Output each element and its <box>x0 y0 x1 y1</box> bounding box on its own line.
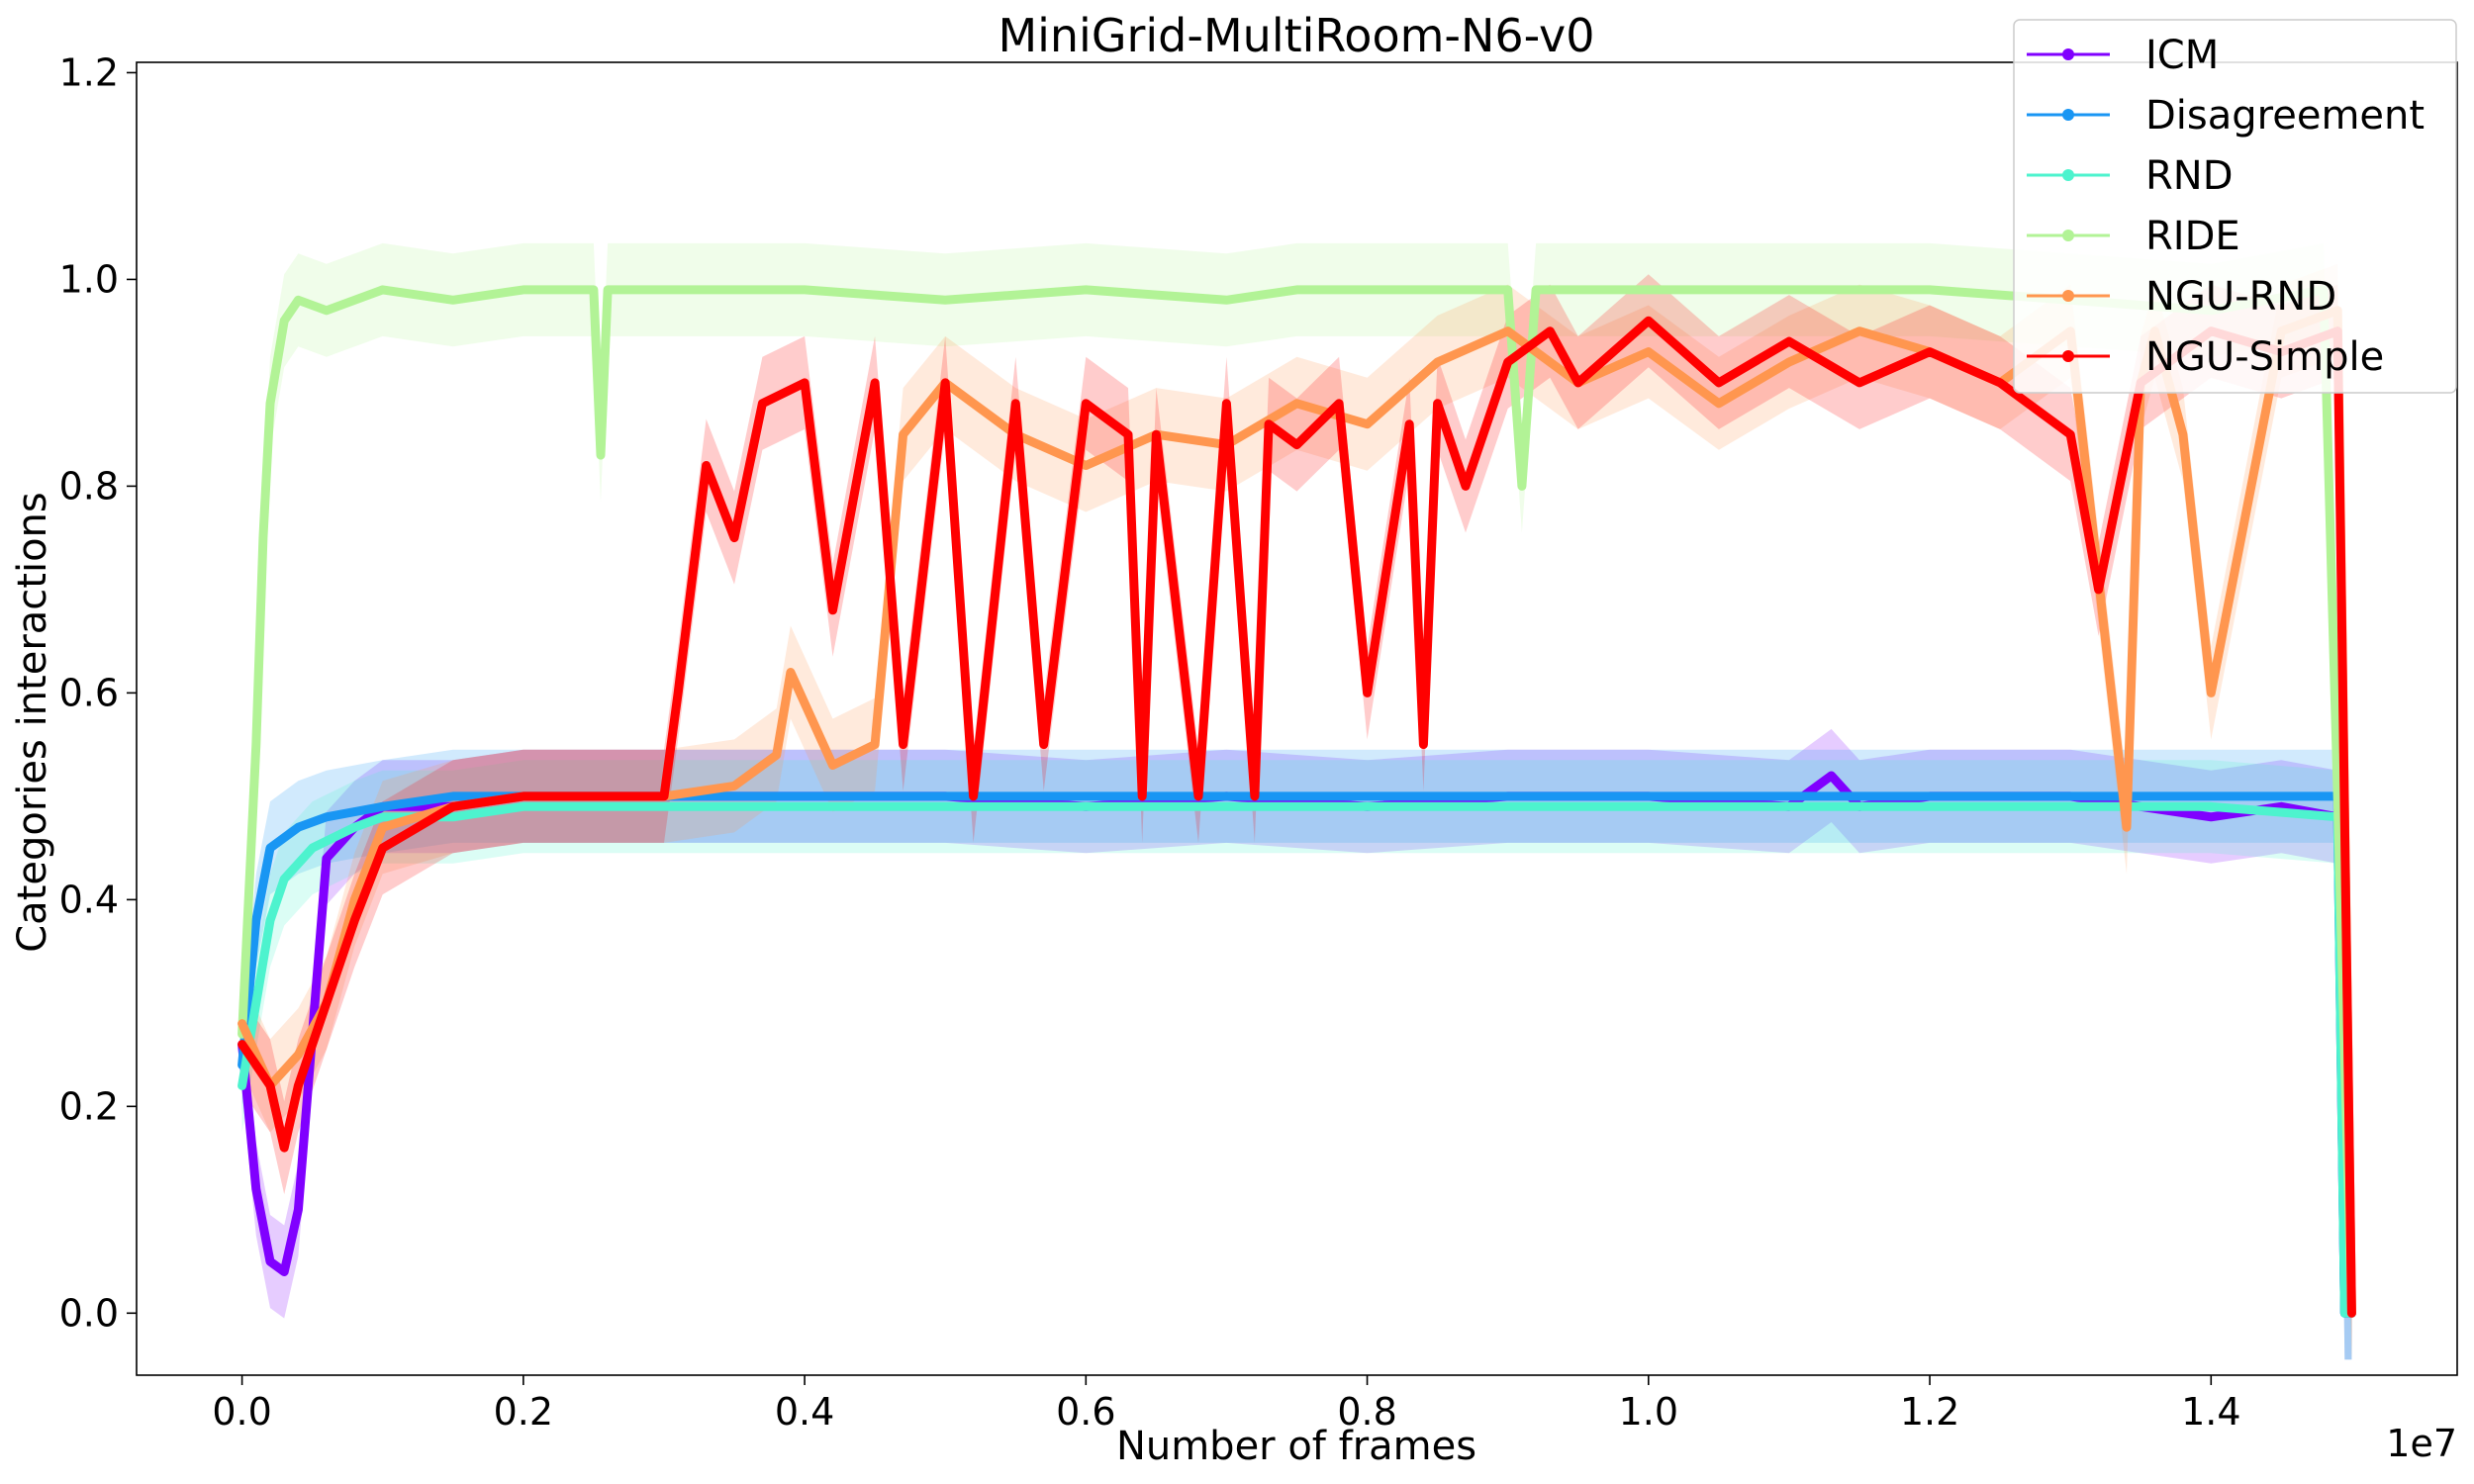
y-tick-label: 0.4 <box>59 878 119 921</box>
legend-label: NGU-Simple <box>2145 334 2384 380</box>
y-tick-label: 0.2 <box>59 1084 119 1128</box>
legend-marker <box>2062 109 2074 121</box>
x-tick-label: 1.4 <box>2181 1390 2240 1434</box>
chart-title: MiniGrid-MultiRoom-N6-v0 <box>998 9 1594 62</box>
series-line-ride <box>238 285 2356 1318</box>
x-axis-multiplier: 1e7 <box>2386 1422 2457 1465</box>
plot-area-frame <box>136 61 2458 1376</box>
legend-box <box>2013 19 2457 394</box>
y-tick-label: 1.0 <box>59 257 119 301</box>
x-tick-label: 1.0 <box>1619 1390 1678 1434</box>
series-line-icm <box>238 771 2356 1318</box>
x-tick-label: 0.2 <box>494 1390 553 1434</box>
x-axis-label: Number of frames <box>1116 1424 1476 1469</box>
legend-item-ride: RIDE <box>2027 214 2240 259</box>
legend-marker <box>2062 230 2074 241</box>
x-tick-label: 0.8 <box>1337 1390 1396 1434</box>
y-tick-label: 0.8 <box>59 464 119 508</box>
x-tick-label: 0.6 <box>1056 1390 1115 1434</box>
legend-marker <box>2062 350 2074 362</box>
legend-item-icm: ICM <box>2027 33 2219 78</box>
legend: ICM Disagreement RND RIDE NGU-RND NGU-Simple <box>2013 19 2457 394</box>
x-tick-label: 1.2 <box>1900 1390 1959 1434</box>
legend-label: RIDE <box>2145 214 2240 259</box>
x-axis: 0.0 0.2 0.4 0.6 0.8 1.0 1.2 1.4 <box>212 1375 2241 1434</box>
legend-item-rnd: RND <box>2027 153 2234 199</box>
legend-item-ngu-simple: NGU-Simple <box>2027 334 2384 380</box>
y-tick-label: 0.6 <box>59 671 119 714</box>
legend-marker <box>2062 48 2074 60</box>
series-line-ngu-simple <box>238 316 2356 1318</box>
band-rnd <box>241 760 2352 1360</box>
series-lines <box>238 285 2356 1318</box>
legend-item-disagreement: Disagreement <box>2027 93 2425 139</box>
legend-item-ngu-rnd: NGU-RND <box>2027 274 2336 320</box>
series-line-disagreement <box>238 791 2356 1318</box>
legend-marker <box>2062 290 2074 302</box>
x-tick-label: 0.4 <box>775 1390 834 1434</box>
y-axis: 0.0 0.2 0.4 0.6 0.8 1.0 1.2 <box>59 50 137 1335</box>
legend-label: Disagreement <box>2145 93 2425 139</box>
legend-label: NGU-RND <box>2145 274 2336 320</box>
legend-label: ICM <box>2145 33 2219 78</box>
y-tick-label: 0.0 <box>59 1291 119 1335</box>
legend-label: RND <box>2145 153 2234 199</box>
y-tick-label: 1.2 <box>59 50 119 94</box>
y-axis-label: Categories interactions <box>10 492 55 953</box>
x-tick-label: 0.0 <box>212 1390 271 1434</box>
series-line-rnd <box>238 801 2356 1318</box>
legend-marker <box>2062 169 2074 181</box>
